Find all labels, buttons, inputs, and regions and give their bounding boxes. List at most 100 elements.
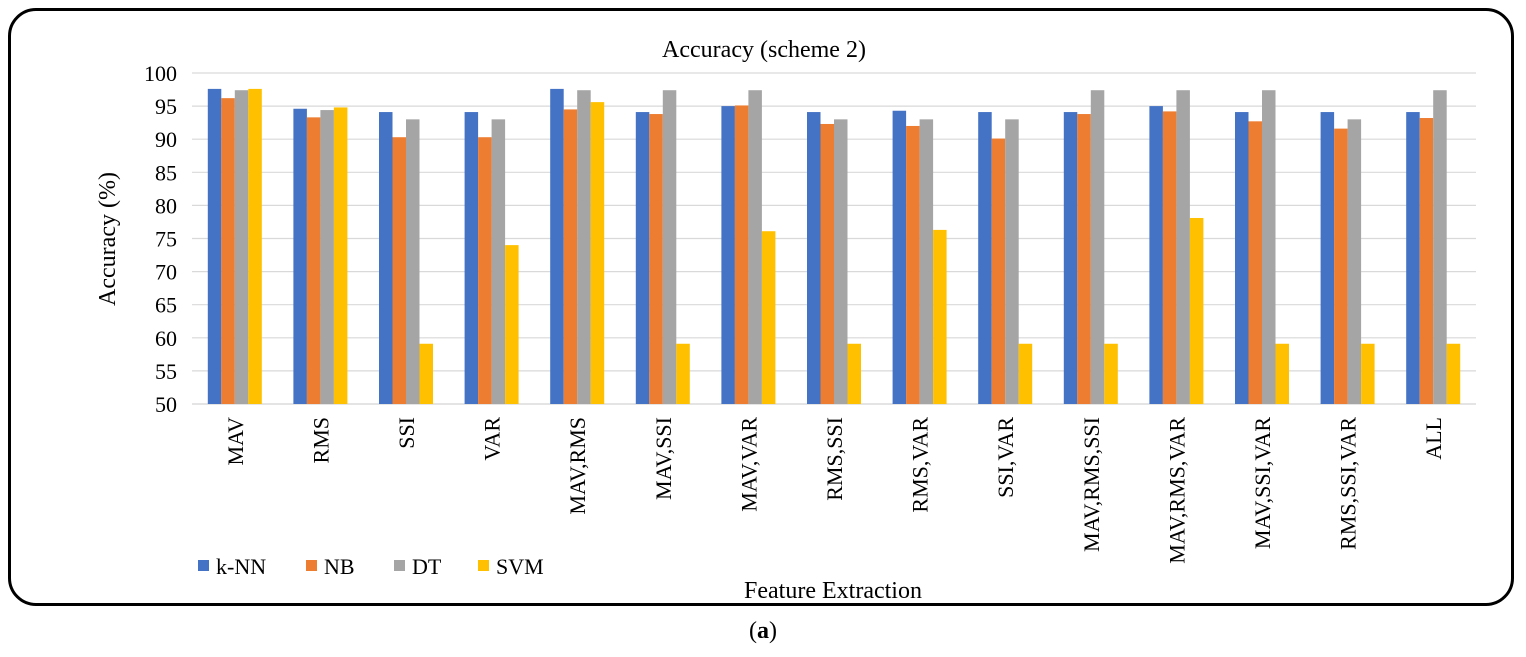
x-tick-label: MAV [223, 417, 248, 466]
bar-svm-12 [1189, 217, 1204, 404]
bar-nb-12 [1162, 111, 1177, 405]
bar-nb-4 [478, 137, 492, 405]
x-tick-label: SSI [394, 417, 419, 449]
y-tick-label: 50 [155, 392, 177, 417]
figure-caption: (a) [0, 618, 1526, 645]
bar-knn-6 [635, 112, 650, 405]
x-tick-label: MAV,RMS [565, 417, 590, 515]
y-tick-label: 70 [155, 260, 177, 285]
y-axis-label: Accuracy (%) [95, 172, 121, 306]
bar-nb-14 [1334, 128, 1348, 404]
y-tick-label: 75 [155, 227, 177, 252]
y-tick-label: 95 [155, 94, 177, 119]
x-axis-label: Feature Extraction [744, 578, 922, 604]
x-tick-label: MAV,RMS,VAR [1164, 417, 1189, 564]
bar-nb-11 [1077, 114, 1091, 404]
legend-label-nb: NB [324, 554, 355, 579]
bar-knn-11 [1063, 112, 1078, 405]
bar-svm-7 [761, 231, 776, 404]
bar-knn-7 [721, 106, 735, 404]
bar-dt-12 [1176, 90, 1190, 404]
bar-nb-6 [649, 114, 663, 404]
bar-knn-2 [293, 108, 307, 405]
bar-dt-5 [577, 90, 591, 404]
legend-swatch-nb [306, 560, 317, 571]
bar-nb-1 [221, 98, 235, 404]
y-tick-label: 90 [155, 127, 177, 152]
bar-dt-10 [1005, 119, 1019, 404]
legend-label-knn: k-NN [216, 554, 266, 579]
bar-svm-5 [590, 102, 605, 405]
bar-nb-2 [306, 117, 321, 404]
chart-frame [8, 8, 1514, 606]
y-tick-label: 80 [155, 193, 177, 218]
bar-dt-7 [748, 90, 762, 404]
bar-svm-6 [676, 343, 690, 404]
bar-dt-14 [1347, 119, 1362, 404]
bar-dt-3 [406, 119, 420, 404]
caption-close: ) [769, 618, 777, 644]
bar-dt-4 [491, 119, 506, 404]
bar-knn-12 [1149, 106, 1163, 404]
x-tick-label: RMS,SSI,VAR [1336, 417, 1361, 550]
legend-swatch-svm [478, 560, 489, 571]
legend: k-NN NB DT SVM [198, 554, 544, 579]
bar-nb-13 [1248, 121, 1262, 405]
caption-label: a [757, 618, 769, 644]
x-tick-label: SSI,VAR [993, 417, 1018, 498]
bar-knn-8 [807, 112, 821, 405]
bar-dt-1 [234, 90, 249, 404]
bar-svm-8 [847, 343, 861, 404]
bar-svm-13 [1275, 343, 1289, 404]
x-tick-label: VAR [480, 417, 505, 461]
bar-dt-6 [662, 90, 677, 404]
bar-dt-15 [1433, 90, 1447, 404]
legend-swatch-dt [394, 560, 405, 571]
bar-nb-5 [563, 109, 578, 404]
bar-dt-11 [1090, 90, 1105, 404]
bar-knn-4 [464, 112, 479, 405]
y-tick-label: 85 [155, 160, 177, 185]
y-axis-ticks: 50 55 60 65 70 75 80 85 90 95 100 [144, 61, 177, 417]
y-tick-label: 65 [155, 293, 177, 318]
bar-svm-10 [1018, 343, 1033, 404]
bar-dt-13 [1262, 90, 1276, 404]
bar-knn-1 [207, 88, 222, 404]
bar-knn-5 [550, 88, 564, 404]
y-tick-label: 60 [155, 326, 177, 351]
caption-open: ( [749, 618, 757, 644]
bar-nb-7 [734, 105, 749, 405]
bar-nb-8 [820, 123, 834, 404]
bar-nb-9 [906, 125, 920, 405]
bar-knn-9 [892, 110, 907, 404]
bar-svm-2 [333, 107, 348, 404]
bar-svm-4 [505, 245, 519, 404]
legend-label-svm: SVM [496, 554, 544, 579]
bar-knn-14 [1320, 112, 1335, 405]
x-tick-label: MAV,SSI [651, 417, 676, 500]
bar-svm-9 [933, 229, 947, 404]
x-tick-label: MAV,VAR [736, 417, 761, 512]
x-tick-label: RMS,VAR [908, 417, 933, 513]
bar-nb-10 [991, 138, 1006, 404]
bar-nb-15 [1419, 118, 1434, 405]
x-tick-label: MAV,RMS,SSI [1079, 417, 1104, 552]
bar-svm-1 [248, 88, 262, 404]
bar-dt-8 [834, 119, 848, 404]
bars [207, 88, 1461, 405]
bar-chart: Accuracy (scheme 2) 50 55 60 65 70 75 80 85 90 95… [95, 37, 1476, 604]
bar-knn-13 [1235, 112, 1249, 405]
x-axis-ticks: MAV RMS SSI VAR MAV,RMS MAV,SSI MAV,VAR RMS,SSI… [223, 417, 1446, 564]
x-tick-label: ALL [1421, 417, 1446, 460]
bar-nb-3 [392, 137, 406, 405]
chart-title: Accuracy (scheme 2) [662, 37, 866, 63]
x-tick-label: MAV,SSI,VAR [1250, 417, 1275, 549]
bar-knn-15 [1406, 112, 1420, 405]
bar-svm-3 [419, 343, 433, 404]
bar-knn-3 [379, 112, 393, 405]
bar-dt-2 [320, 110, 334, 405]
x-tick-label: RMS [308, 417, 333, 463]
bar-knn-10 [978, 112, 992, 405]
bar-svm-14 [1361, 343, 1375, 404]
y-tick-label: 100 [144, 61, 177, 86]
